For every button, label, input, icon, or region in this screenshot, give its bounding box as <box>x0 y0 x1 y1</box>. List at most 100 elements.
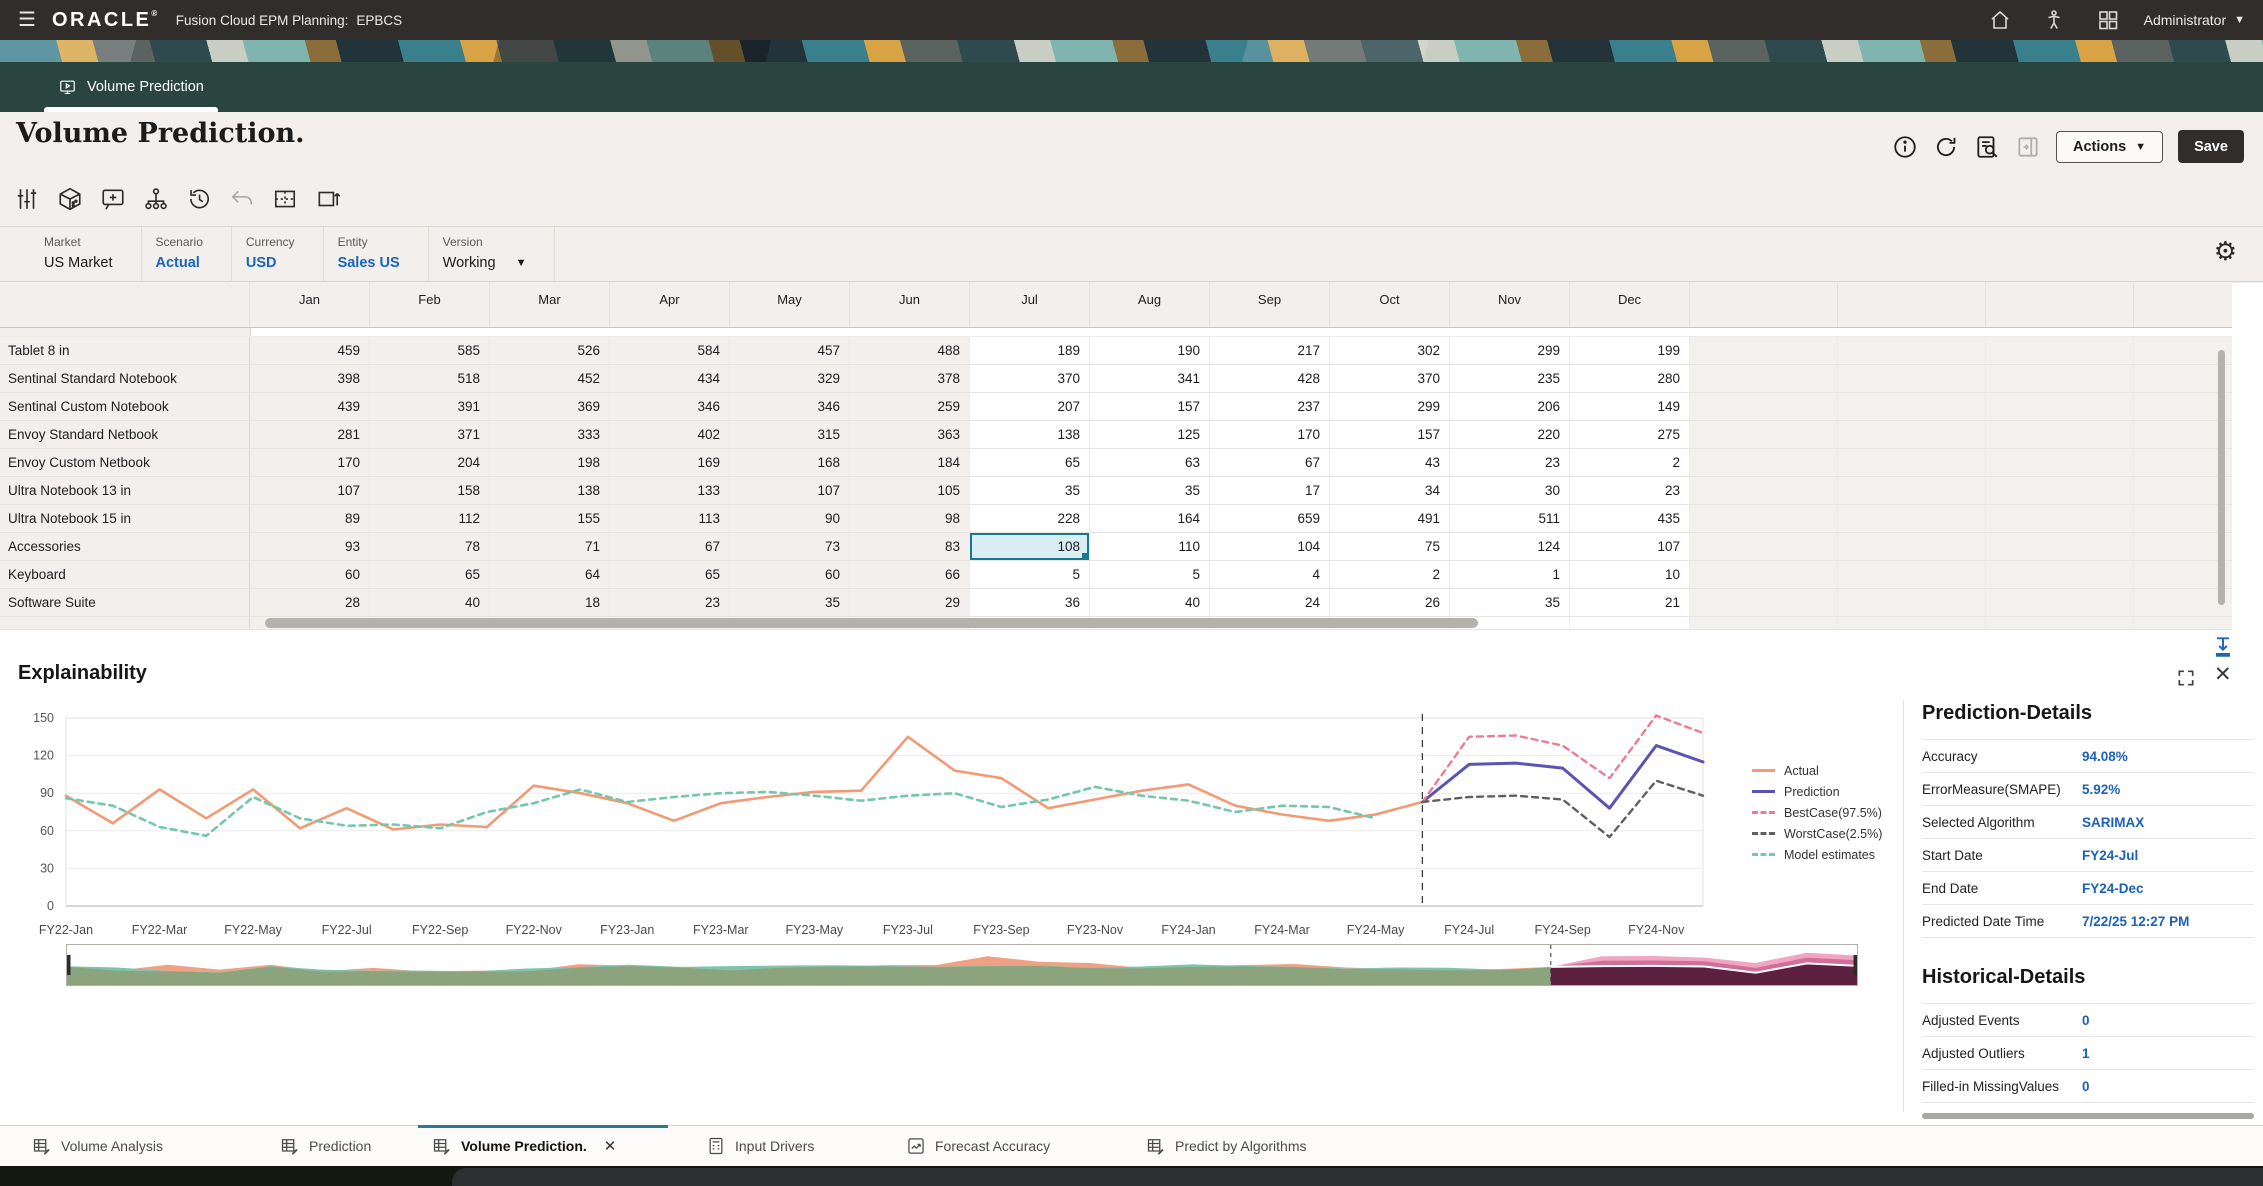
grid-cell[interactable]: 124 <box>1450 533 1570 560</box>
row-label[interactable]: Ultra Notebook 15 in <box>0 505 250 532</box>
grid-cell[interactable]: 5 <box>1090 561 1210 588</box>
move-column-icon[interactable] <box>315 186 341 212</box>
cube-icon[interactable] <box>57 186 83 212</box>
grid-cell[interactable]: 428 <box>1210 365 1330 392</box>
grid-cell[interactable]: 110 <box>1090 533 1210 560</box>
grid-cell[interactable]: 518 <box>370 365 490 392</box>
grid-cell[interactable]: 10 <box>1570 561 1690 588</box>
row-label[interactable]: Sentinal Custom Notebook <box>0 393 250 420</box>
close-icon[interactable]: ✕ <box>2214 663 2232 686</box>
grid-cell[interactable]: 23 <box>1570 477 1690 504</box>
grid-cell[interactable]: 491 <box>1330 505 1450 532</box>
grid-cell[interactable]: 34 <box>1330 477 1450 504</box>
grid-cell[interactable]: 78 <box>370 533 490 560</box>
row-label[interactable]: Sentinal Standard Notebook <box>0 365 250 392</box>
grid-cell[interactable]: 281 <box>250 421 370 448</box>
grid-cell[interactable]: 369 <box>490 393 610 420</box>
grid-cell[interactable]: 329 <box>730 365 850 392</box>
column-header-jan[interactable]: Jan <box>250 283 370 327</box>
expand-icon[interactable] <box>2176 668 2196 688</box>
job-console-icon[interactable] <box>1974 134 2000 160</box>
grid-cell[interactable]: 67 <box>1210 449 1330 476</box>
column-header-aug[interactable]: Aug <box>1090 283 1210 327</box>
grid-cell[interactable]: 371 <box>370 421 490 448</box>
column-header-jun[interactable]: Jun <box>850 283 970 327</box>
grid-cell[interactable]: 155 <box>490 505 610 532</box>
grid-cell[interactable]: 138 <box>970 421 1090 448</box>
grid-cell[interactable]: 40 <box>370 589 490 616</box>
user-menu[interactable]: Administrator ▼ <box>2143 12 2245 28</box>
column-header-dec[interactable]: Dec <box>1570 283 1690 327</box>
save-button[interactable]: Save <box>2178 130 2244 163</box>
top-tab-volume-prediction[interactable]: Volume Prediction <box>44 62 218 112</box>
grid-cell[interactable]: 35 <box>1090 477 1210 504</box>
grid-cell[interactable]: 158 <box>370 477 490 504</box>
grid-cell[interactable]: 299 <box>1450 337 1570 364</box>
legend-item[interactable]: BestCase(97.5%) <box>1752 802 1882 823</box>
details-panel-scrollbar[interactable] <box>1922 1113 2254 1119</box>
grid-cell[interactable]: 370 <box>1330 365 1450 392</box>
refresh-icon[interactable] <box>1933 134 1959 160</box>
row-label[interactable]: Software Suite <box>0 589 250 616</box>
grid-cell[interactable]: 488 <box>850 337 970 364</box>
grid-cell[interactable]: 333 <box>490 421 610 448</box>
grid-cell[interactable]: 199 <box>1570 337 1690 364</box>
apps-grid-icon[interactable] <box>2096 8 2120 32</box>
grid-cell[interactable]: 107 <box>250 477 370 504</box>
grid-cell[interactable]: 60 <box>250 561 370 588</box>
grid-cell[interactable]: 378 <box>850 365 970 392</box>
home-icon[interactable] <box>1988 8 2012 32</box>
grid-cell[interactable]: 434 <box>610 365 730 392</box>
pov-member-scenario[interactable]: Scenario Actual <box>142 227 232 281</box>
pov-member-currency[interactable]: Currency USD <box>232 227 324 281</box>
grid-cell[interactable]: 363 <box>850 421 970 448</box>
grid-cell[interactable]: 65 <box>370 561 490 588</box>
grid-cell[interactable]: 184 <box>850 449 970 476</box>
pov-member-value[interactable]: Working ▼ <box>442 255 527 271</box>
grid-cell[interactable]: 168 <box>730 449 850 476</box>
grid-cell[interactable]: 65 <box>970 449 1090 476</box>
column-header-oct[interactable]: Oct <box>1330 283 1450 327</box>
grid-cell[interactable]: 439 <box>250 393 370 420</box>
hamburger-menu-icon[interactable]: ☰ <box>18 9 36 31</box>
grid-cell[interactable]: 93 <box>250 533 370 560</box>
bottom-tab-input-drivers[interactable]: Input Drivers <box>706 1126 814 1166</box>
grid-cell[interactable]: 23 <box>1450 449 1570 476</box>
pov-member-value[interactable]: Actual <box>155 255 200 271</box>
grid-cell[interactable]: 105 <box>850 477 970 504</box>
grid-cell[interactable]: 207 <box>970 393 1090 420</box>
bottom-tab-prediction[interactable]: Prediction <box>280 1126 371 1166</box>
grid-cell[interactable]: 24 <box>1210 589 1330 616</box>
grid-horizontal-scrollbar[interactable] <box>265 618 1478 628</box>
grid-cell[interactable]: 157 <box>1090 393 1210 420</box>
pov-member-market[interactable]: Market US Market <box>30 227 142 281</box>
grid-cell[interactable]: 29 <box>850 589 970 616</box>
grid-cell[interactable]: 149 <box>1570 393 1690 420</box>
column-header-sep[interactable]: Sep <box>1210 283 1330 327</box>
grid-cell[interactable]: 169 <box>610 449 730 476</box>
pov-member-value[interactable]: Sales US <box>337 255 400 271</box>
grid-cell[interactable]: 237 <box>1210 393 1330 420</box>
row-label[interactable]: Envoy Custom Netbook <box>0 449 250 476</box>
grid-cell[interactable]: 40 <box>1090 589 1210 616</box>
grid-cell[interactable]: 17 <box>1210 477 1330 504</box>
row-label[interactable]: Ultra Notebook 13 in <box>0 477 250 504</box>
grid-cell[interactable]: 113 <box>610 505 730 532</box>
grid-cell[interactable]: 398 <box>250 365 370 392</box>
legend-item[interactable]: WorstCase(2.5%) <box>1752 823 1882 844</box>
grid-cell[interactable]: 66 <box>850 561 970 588</box>
grid-cell[interactable]: 435 <box>1570 505 1690 532</box>
grid-cell[interactable]: 5 <box>970 561 1090 588</box>
column-header-jul[interactable]: Jul <box>970 283 1090 327</box>
grid-cell[interactable]: 526 <box>490 337 610 364</box>
grid-cell[interactable]: 67 <box>610 533 730 560</box>
grid-cell[interactable]: 2 <box>1330 561 1450 588</box>
grid-cell[interactable]: 190 <box>1090 337 1210 364</box>
grid-cell[interactable]: 43 <box>1330 449 1450 476</box>
chart-range-slider[interactable] <box>66 944 1858 986</box>
actions-button[interactable]: Actions ▼ <box>2056 130 2164 163</box>
grid-cell[interactable]: 346 <box>730 393 850 420</box>
grid-cell[interactable]: 36 <box>970 589 1090 616</box>
grid-cell[interactable]: 108 <box>970 533 1090 560</box>
grid-cell[interactable]: 457 <box>730 337 850 364</box>
